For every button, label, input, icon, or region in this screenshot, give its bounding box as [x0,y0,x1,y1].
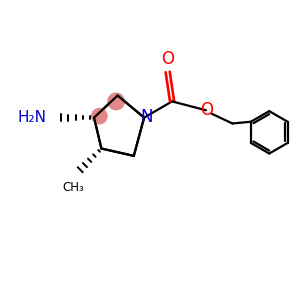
Text: N: N [140,108,153,126]
Text: CH₃: CH₃ [63,181,84,194]
Text: O: O [161,50,174,68]
Text: O: O [200,101,213,119]
Circle shape [92,109,107,124]
Text: H₂N: H₂N [18,110,47,124]
Circle shape [108,93,124,110]
